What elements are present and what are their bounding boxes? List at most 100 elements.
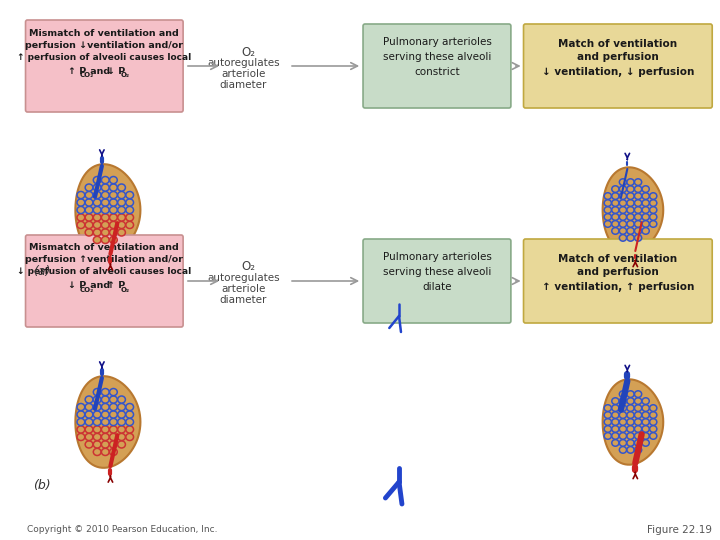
Ellipse shape: [634, 426, 642, 433]
Ellipse shape: [102, 199, 109, 206]
Ellipse shape: [634, 221, 642, 227]
Text: O₂: O₂: [120, 72, 130, 78]
Ellipse shape: [627, 186, 634, 192]
Ellipse shape: [642, 411, 649, 418]
Ellipse shape: [109, 229, 117, 236]
Ellipse shape: [604, 411, 611, 418]
Ellipse shape: [77, 426, 85, 433]
Ellipse shape: [634, 207, 642, 213]
Ellipse shape: [77, 192, 85, 199]
Ellipse shape: [634, 193, 642, 199]
Ellipse shape: [612, 193, 619, 199]
Ellipse shape: [619, 433, 626, 439]
Ellipse shape: [117, 206, 125, 213]
Ellipse shape: [627, 398, 634, 404]
Text: autoregulates: autoregulates: [207, 273, 279, 283]
Text: O₂: O₂: [241, 45, 256, 58]
FancyBboxPatch shape: [523, 24, 712, 108]
Ellipse shape: [649, 207, 657, 213]
Text: CO₂: CO₂: [80, 287, 94, 293]
Ellipse shape: [117, 229, 125, 236]
Ellipse shape: [102, 192, 109, 199]
Ellipse shape: [102, 396, 109, 403]
Text: Figure 22.19: Figure 22.19: [647, 525, 712, 535]
Ellipse shape: [619, 227, 626, 234]
Ellipse shape: [85, 214, 93, 221]
Ellipse shape: [619, 411, 626, 418]
Ellipse shape: [619, 440, 626, 446]
Ellipse shape: [649, 221, 657, 227]
Ellipse shape: [649, 426, 657, 433]
Ellipse shape: [627, 234, 634, 241]
Ellipse shape: [102, 441, 109, 448]
Ellipse shape: [612, 411, 619, 418]
Text: dilate: dilate: [422, 282, 451, 292]
Ellipse shape: [627, 221, 634, 227]
Ellipse shape: [102, 426, 109, 433]
Ellipse shape: [109, 214, 117, 221]
Ellipse shape: [126, 206, 133, 213]
Ellipse shape: [109, 237, 117, 244]
Text: (a): (a): [33, 266, 50, 279]
Ellipse shape: [642, 433, 649, 439]
Text: Pulmonary arterioles: Pulmonary arterioles: [382, 37, 491, 47]
Ellipse shape: [619, 398, 626, 404]
Ellipse shape: [619, 447, 626, 453]
Ellipse shape: [642, 200, 649, 206]
Ellipse shape: [109, 206, 117, 213]
Text: ↑ perfusion of alveoli causes local: ↑ perfusion of alveoli causes local: [17, 52, 192, 62]
Text: perfusion ↑ventilation and/or: perfusion ↑ventilation and/or: [25, 255, 184, 265]
Ellipse shape: [649, 411, 657, 418]
Ellipse shape: [627, 207, 634, 213]
Ellipse shape: [649, 418, 657, 426]
Ellipse shape: [604, 221, 611, 227]
Ellipse shape: [126, 214, 133, 221]
Ellipse shape: [94, 396, 101, 403]
Ellipse shape: [619, 405, 626, 411]
Ellipse shape: [109, 177, 117, 184]
Ellipse shape: [117, 192, 125, 199]
Ellipse shape: [649, 200, 657, 206]
Ellipse shape: [85, 221, 93, 228]
Ellipse shape: [77, 206, 85, 213]
Ellipse shape: [634, 186, 642, 192]
Polygon shape: [76, 376, 140, 468]
Ellipse shape: [85, 229, 93, 236]
Polygon shape: [76, 164, 140, 256]
Ellipse shape: [109, 221, 117, 228]
Ellipse shape: [627, 227, 634, 234]
Ellipse shape: [634, 447, 642, 453]
Text: Pulmonary arterioles: Pulmonary arterioles: [382, 252, 491, 262]
Ellipse shape: [126, 434, 133, 441]
Ellipse shape: [94, 411, 101, 418]
Text: diameter: diameter: [220, 80, 267, 90]
Ellipse shape: [612, 200, 619, 206]
Ellipse shape: [612, 426, 619, 433]
Ellipse shape: [109, 448, 117, 455]
Text: O₂: O₂: [241, 260, 256, 273]
Ellipse shape: [109, 199, 117, 206]
Ellipse shape: [126, 221, 133, 228]
Text: ↑ P: ↑ P: [68, 66, 86, 76]
Ellipse shape: [85, 192, 93, 199]
Ellipse shape: [94, 237, 101, 244]
Ellipse shape: [649, 405, 657, 411]
Ellipse shape: [126, 403, 133, 410]
Ellipse shape: [604, 193, 611, 199]
Ellipse shape: [634, 179, 642, 185]
Text: diameter: diameter: [220, 295, 267, 305]
Ellipse shape: [109, 184, 117, 191]
Ellipse shape: [627, 391, 634, 397]
Ellipse shape: [619, 207, 626, 213]
Ellipse shape: [627, 426, 634, 433]
Ellipse shape: [117, 403, 125, 410]
Ellipse shape: [612, 418, 619, 426]
Ellipse shape: [612, 398, 619, 404]
Ellipse shape: [117, 221, 125, 228]
Ellipse shape: [642, 193, 649, 199]
Ellipse shape: [102, 418, 109, 426]
FancyBboxPatch shape: [523, 239, 712, 323]
Text: ↓ P: ↓ P: [68, 281, 86, 291]
Ellipse shape: [77, 403, 85, 410]
Ellipse shape: [627, 411, 634, 418]
